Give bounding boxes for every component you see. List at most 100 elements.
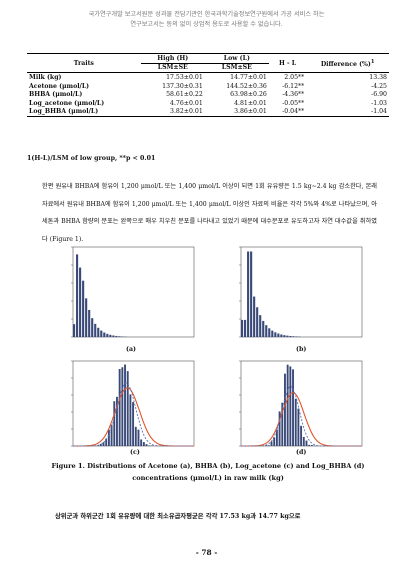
histogram-bar — [305, 440, 308, 446]
histogram-bar — [79, 267, 82, 337]
histogram-bar — [281, 402, 284, 446]
col-diff-header: Difference (%)1 — [306, 52, 389, 73]
histogram-bar — [137, 429, 140, 446]
histogram-bar — [265, 445, 268, 446]
histogram-bar — [308, 444, 311, 446]
histogram-bar — [118, 336, 121, 337]
table-cell-hl: -0.05** — [282, 99, 305, 107]
histogram-bar — [292, 369, 294, 446]
table-cell-high: 4.76±0.01 — [170, 99, 203, 107]
histogram-bar — [247, 251, 250, 337]
histogram-bar — [286, 364, 289, 446]
histogram-bar — [109, 334, 112, 337]
table-cell-hl: -4.36** — [282, 91, 305, 99]
figure-caption: Figure 1. Distributions of Acetone (a), … — [51, 462, 365, 482]
histogram-bar — [118, 368, 121, 446]
histogram-log-bhba — [231, 357, 366, 454]
body-paragraph: 한편 원유내 BHBA에 함유이 1,200 μmol/L 또는 1,400 μ… — [42, 183, 377, 243]
histogram-bar — [103, 332, 106, 337]
table-cell-trait: Acetone (μmol/L) — [29, 82, 90, 90]
histogram-bar — [88, 310, 91, 337]
histogram-bar — [286, 335, 289, 337]
table-row: Log_acetone (μmol/L) 4.76±0.01 4.81±0.01 -0… — [27, 99, 389, 108]
histogram-bar — [277, 333, 280, 337]
histogram-bar — [142, 442, 145, 446]
table-cell-hl: -0.04** — [268, 107, 307, 118]
table-footnote: 1(H-L)/LSM of low group, **p < 0.01 — [27, 155, 156, 162]
histogram-bar — [253, 296, 256, 337]
histogram-bar — [140, 439, 143, 446]
col-diff-label: Difference (%) — [320, 60, 371, 68]
histogram-bar — [99, 443, 102, 446]
table-cell-diff: -1.04 — [306, 107, 389, 118]
page-number: - 78 - — [195, 548, 218, 557]
histogram-bar — [244, 319, 247, 337]
subfigure-label-c: (c) — [130, 449, 140, 456]
histogram-bar — [110, 424, 113, 446]
header-line-1: 국가연구개발 보고서원문 성과물 전담기관인 한국과학기술정보연구원에서 가공 … — [88, 11, 325, 18]
col-high-header: High (H) — [140, 53, 205, 64]
table-row: Log_BHBA (μmol/L) 3.82±0.01 3.86±0.01 -0.04… — [27, 107, 389, 118]
table-cell-low: 4.81±0.01 — [234, 99, 267, 107]
histogram-bar — [73, 324, 76, 337]
histogram-log-acetone — [63, 357, 198, 454]
histogram-bar — [250, 251, 253, 337]
report-header-notice: 국가연구개발 보고서원문 성과물 전담기관인 한국과학기술정보연구원에서 가공 … — [0, 10, 413, 30]
histogram-bar — [256, 307, 259, 337]
table-cell-low: 14.77±0.01 — [204, 72, 269, 82]
subfigure-label-b: (b) — [296, 346, 307, 353]
histogram-bar — [241, 319, 244, 337]
histogram-bar — [283, 335, 286, 337]
table-row: Milk (kg) 17.53±0.01 14.77±0.01 2.05** 13.38 — [27, 72, 389, 82]
histogram-bar — [280, 334, 283, 337]
histogram-bar — [112, 335, 115, 337]
histogram-bar — [145, 444, 148, 446]
histogram-bar — [121, 367, 124, 446]
table-row: BHBA (μmol/L) 58.61±0.22 63.98±0.26 -4.36**… — [27, 90, 389, 99]
histogram-bar — [300, 425, 303, 446]
histogram-bar — [113, 401, 116, 446]
histogram-bar — [284, 373, 286, 446]
histogram-bar — [295, 336, 298, 337]
histogram-acetone — [63, 243, 198, 345]
header-line-2: 연구보고서는 동의 없이 상업적 용도로 사용할 수 없습니다. — [130, 21, 283, 28]
histogram-bar — [262, 320, 265, 337]
table-cell-high: 17.53±0.01 — [140, 72, 205, 82]
traits-table-body: Milk (kg) 17.53±0.01 14.77±0.01 2.05** 13.38… — [27, 72, 389, 118]
sub-low-header: LSM±SE — [204, 62, 269, 73]
table-cell-low: 3.86±0.01 — [204, 107, 269, 118]
histogram-bar — [100, 330, 103, 337]
histogram-bar — [275, 429, 278, 446]
table-cell-hl: 2.05** — [268, 72, 307, 82]
plot-frame — [240, 246, 363, 338]
histogram-bar — [294, 398, 297, 446]
table-cell-diff: 13.38 — [306, 72, 389, 82]
histogram-bar — [126, 371, 129, 446]
histogram-bar — [97, 327, 100, 337]
table-cell-high: 137.30±0.31 — [162, 82, 203, 90]
histogram-bar — [259, 315, 262, 337]
histogram-bar — [94, 323, 97, 337]
histogram-bar — [267, 445, 270, 446]
table-cell-trait: Log_BHBA (μmol/L) — [27, 107, 141, 118]
histogram-bhba — [231, 243, 366, 345]
histogram-bar — [107, 429, 110, 446]
subfigure-label-d: (d) — [296, 449, 307, 456]
histogram-bar — [91, 318, 94, 337]
body-line: 상위군과 하위군간 1회 유유량에 대한 최소유곱자평균은 각각 17.53 k… — [55, 513, 301, 520]
histogram-bar — [105, 438, 108, 446]
histogram-bar — [292, 336, 295, 337]
histogram-bar — [129, 394, 132, 446]
plot-frame — [72, 246, 195, 338]
histogram-bar — [270, 441, 273, 446]
histogram-bar — [278, 411, 281, 446]
fitted-curve-blue — [241, 385, 362, 447]
histogram-bar — [106, 333, 109, 337]
histogram-bar — [102, 442, 105, 446]
table-row: Acetone (μmol/L) 137.30±0.31 144.52±0.36 -6… — [27, 82, 389, 91]
table-cell-trait: Milk (kg) — [27, 72, 141, 82]
histogram-bar — [302, 436, 305, 446]
histogram-bar — [289, 366, 292, 446]
histogram-bar — [273, 437, 276, 446]
col-diff-sup: 1 — [370, 58, 375, 65]
